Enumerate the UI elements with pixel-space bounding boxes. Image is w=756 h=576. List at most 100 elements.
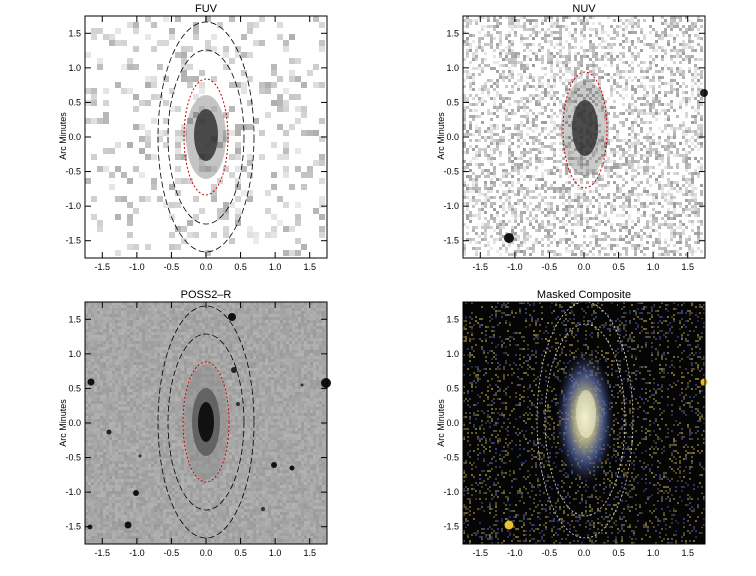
noise-pixel <box>685 55 688 58</box>
noise-pixel <box>475 67 478 70</box>
noise-pixel <box>523 139 526 142</box>
noise-pixel <box>568 205 571 208</box>
noise-pixel <box>118 416 121 419</box>
noise-pixel <box>517 106 520 109</box>
noise-pixel <box>211 166 217 172</box>
noise-pixel <box>124 380 127 383</box>
noise-pixel <box>610 43 613 46</box>
noise-pixel <box>175 52 181 58</box>
noise-pixel <box>643 19 646 22</box>
noise-pixel <box>127 350 130 353</box>
noise-pixel <box>94 398 97 401</box>
noise-pixel <box>529 157 532 160</box>
noise-pixel <box>598 196 601 199</box>
noise-pixel <box>493 238 496 241</box>
noise-pixel <box>97 446 100 449</box>
noise-pixel <box>187 232 193 238</box>
noise-pixel <box>94 374 97 377</box>
noise-pixel <box>619 226 622 229</box>
noise-pixel <box>565 208 568 211</box>
noise-pixel <box>124 305 127 308</box>
noise-pixel <box>652 73 655 76</box>
noise-pixel <box>601 184 604 187</box>
noise-pixel <box>679 52 682 55</box>
noise-pixel <box>550 157 553 160</box>
noise-pixel <box>145 317 148 320</box>
noise-pixel <box>130 329 133 332</box>
noise-pixel <box>508 31 511 34</box>
noise-pixel <box>142 311 145 314</box>
noise-pixel <box>487 190 490 193</box>
noise-pixel <box>133 244 139 250</box>
noise-pixel <box>130 314 133 317</box>
noise-pixel <box>496 214 499 217</box>
noise-pixel <box>658 163 661 166</box>
noise-pixel <box>550 130 553 133</box>
noise-pixel <box>112 506 115 509</box>
noise-pixel <box>136 467 139 470</box>
noise-pixel <box>133 413 136 416</box>
noise-pixel <box>115 416 118 419</box>
noise-pixel <box>91 449 94 452</box>
noise-pixel <box>109 416 112 419</box>
noise-pixel <box>100 386 103 389</box>
noise-pixel <box>667 190 670 193</box>
noise-pixel <box>559 34 562 37</box>
noise-pixel <box>112 398 115 401</box>
noise-pixel <box>511 22 514 25</box>
noise-pixel <box>136 470 139 473</box>
noise-pixel <box>289 34 295 40</box>
noise-pixel <box>607 181 610 184</box>
noise-pixel <box>565 70 568 73</box>
noise-pixel <box>499 235 502 238</box>
noise-pixel <box>634 46 637 49</box>
noise-pixel <box>556 208 559 211</box>
noise-pixel <box>619 166 622 169</box>
noise-pixel <box>592 196 595 199</box>
noise-pixel <box>133 470 136 473</box>
noise-pixel <box>622 184 625 187</box>
noise-pixel <box>103 308 106 311</box>
noise-pixel <box>616 91 619 94</box>
noise-pixel <box>118 446 121 449</box>
noise-pixel <box>508 40 511 43</box>
noise-pixel <box>646 181 649 184</box>
noise-pixel <box>688 61 691 64</box>
noise-pixel <box>571 109 574 112</box>
noise-pixel <box>115 413 118 416</box>
noise-pixel <box>610 55 613 58</box>
noise-pixel <box>478 208 481 211</box>
noise-pixel <box>547 91 550 94</box>
noise-pixel <box>598 238 601 241</box>
noise-pixel <box>139 416 142 419</box>
noise-pixel <box>511 61 514 64</box>
noise-pixel <box>619 253 622 256</box>
noise-pixel <box>652 148 655 151</box>
noise-pixel <box>685 199 688 202</box>
noise-pixel <box>499 22 502 25</box>
noise-pixel <box>94 455 97 458</box>
noise-pixel <box>124 347 127 350</box>
noise-pixel <box>517 250 520 253</box>
noise-pixel <box>106 395 109 398</box>
noise-pixel <box>136 371 139 374</box>
noise-pixel <box>175 136 181 142</box>
noise-pixel <box>571 229 574 232</box>
noise-pixel <box>556 91 559 94</box>
noise-pixel <box>118 353 121 356</box>
noise-pixel <box>94 515 97 518</box>
noise-pixel <box>544 190 547 193</box>
noise-pixel <box>655 211 658 214</box>
noise-pixel <box>505 64 508 67</box>
noise-pixel <box>685 187 688 190</box>
noise-pixel <box>655 109 658 112</box>
noise-pixel <box>511 73 514 76</box>
noise-pixel <box>559 25 562 28</box>
noise-pixel <box>529 235 532 238</box>
noise-pixel <box>121 440 124 443</box>
noise-pixel <box>676 241 679 244</box>
noise-pixel <box>109 494 112 497</box>
noise-pixel <box>142 383 145 386</box>
noise-pixel <box>694 241 697 244</box>
noise-pixel <box>694 109 697 112</box>
